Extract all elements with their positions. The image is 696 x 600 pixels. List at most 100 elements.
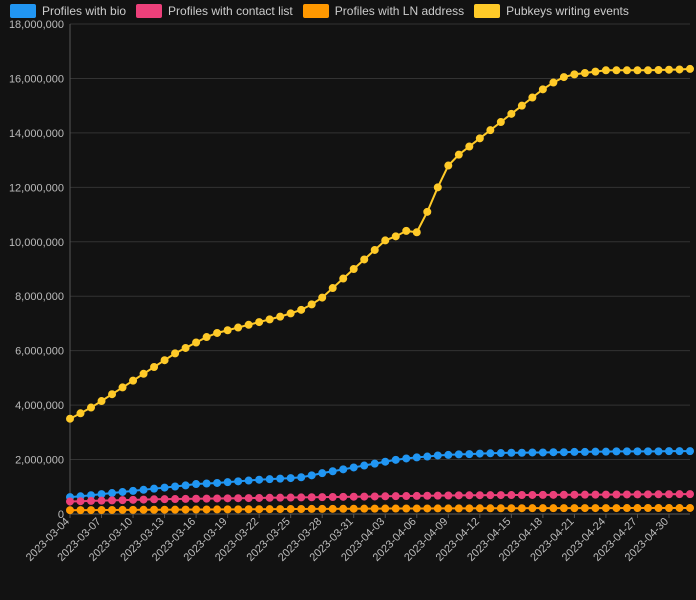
series-point[interactable] xyxy=(340,505,347,512)
series-point[interactable] xyxy=(224,495,231,502)
series-point[interactable] xyxy=(266,316,273,323)
series-point[interactable] xyxy=(161,357,168,364)
series-point[interactable] xyxy=(203,495,210,502)
series-point[interactable] xyxy=(571,448,578,455)
legend-item-profiles-with-ln-address[interactable]: Profiles with LN address xyxy=(303,4,464,18)
series-point[interactable] xyxy=(298,505,305,512)
series-point[interactable] xyxy=(634,491,641,498)
series-point[interactable] xyxy=(560,449,567,456)
series-point[interactable] xyxy=(571,505,578,512)
series-point[interactable] xyxy=(445,492,452,499)
series-point[interactable] xyxy=(329,285,336,292)
series-point[interactable] xyxy=(550,449,557,456)
series-point[interactable] xyxy=(119,384,126,391)
series-point[interactable] xyxy=(644,448,651,455)
series-point[interactable] xyxy=(676,66,683,73)
series-point[interactable] xyxy=(287,475,294,482)
series-point[interactable] xyxy=(256,494,263,501)
series-point[interactable] xyxy=(508,110,515,117)
series-point[interactable] xyxy=(371,246,378,253)
series-point[interactable] xyxy=(665,491,672,498)
series-point[interactable] xyxy=(676,504,683,511)
series-point[interactable] xyxy=(308,472,315,479)
series-point[interactable] xyxy=(466,492,473,499)
series-point[interactable] xyxy=(245,477,252,484)
series-point[interactable] xyxy=(161,496,168,503)
series-point[interactable] xyxy=(298,474,305,481)
series-point[interactable] xyxy=(224,506,231,513)
series-point[interactable] xyxy=(67,498,74,505)
series-point[interactable] xyxy=(665,505,672,512)
series-point[interactable] xyxy=(172,506,179,513)
series-point[interactable] xyxy=(277,506,284,513)
series-point[interactable] xyxy=(308,505,315,512)
series-point[interactable] xyxy=(550,505,557,512)
series-point[interactable] xyxy=(613,448,620,455)
series-point[interactable] xyxy=(172,350,179,357)
series-point[interactable] xyxy=(539,449,546,456)
series-point[interactable] xyxy=(518,449,525,456)
series-point[interactable] xyxy=(613,491,620,498)
series-point[interactable] xyxy=(88,507,95,514)
series-point[interactable] xyxy=(539,86,546,93)
series-point[interactable] xyxy=(235,324,242,331)
series-point[interactable] xyxy=(319,505,326,512)
series-point[interactable] xyxy=(382,237,389,244)
series-point[interactable] xyxy=(403,227,410,234)
series-point[interactable] xyxy=(592,448,599,455)
series-point[interactable] xyxy=(592,68,599,75)
series-point[interactable] xyxy=(487,492,494,499)
series-point[interactable] xyxy=(424,208,431,215)
series-point[interactable] xyxy=(329,493,336,500)
series-point[interactable] xyxy=(203,480,210,487)
series-point[interactable] xyxy=(109,490,116,497)
series-point[interactable] xyxy=(319,294,326,301)
series-point[interactable] xyxy=(287,310,294,317)
series-point[interactable] xyxy=(571,71,578,78)
series-point[interactable] xyxy=(161,506,168,513)
series-point[interactable] xyxy=(235,495,242,502)
series-point[interactable] xyxy=(613,67,620,74)
series-point[interactable] xyxy=(298,494,305,501)
series-point[interactable] xyxy=(382,493,389,500)
series-point[interactable] xyxy=(277,313,284,320)
series-point[interactable] xyxy=(434,492,441,499)
series-point[interactable] xyxy=(256,319,263,326)
series-point[interactable] xyxy=(529,505,536,512)
series-point[interactable] xyxy=(665,448,672,455)
series-point[interactable] xyxy=(634,448,641,455)
series-point[interactable] xyxy=(361,493,368,500)
series-point[interactable] xyxy=(130,496,137,503)
series-point[interactable] xyxy=(655,491,662,498)
series-point[interactable] xyxy=(88,497,95,504)
series-point[interactable] xyxy=(151,364,158,371)
series-point[interactable] xyxy=(623,67,630,74)
series-point[interactable] xyxy=(256,476,263,483)
series-point[interactable] xyxy=(455,492,462,499)
series-point[interactable] xyxy=(329,468,336,475)
series-point[interactable] xyxy=(361,505,368,512)
series-point[interactable] xyxy=(487,505,494,512)
series-point[interactable] xyxy=(550,79,557,86)
series-point[interactable] xyxy=(235,506,242,513)
series-point[interactable] xyxy=(665,66,672,73)
series-point[interactable] xyxy=(119,506,126,513)
series-point[interactable] xyxy=(235,478,242,485)
series-point[interactable] xyxy=(392,456,399,463)
series-point[interactable] xyxy=(140,486,147,493)
series-point[interactable] xyxy=(592,491,599,498)
series-point[interactable] xyxy=(476,450,483,457)
series-point[interactable] xyxy=(98,491,105,498)
series-point[interactable] xyxy=(455,505,462,512)
series-point[interactable] xyxy=(403,505,410,512)
series-point[interactable] xyxy=(403,455,410,462)
series-point[interactable] xyxy=(340,275,347,282)
series-point[interactable] xyxy=(119,497,126,504)
series-point[interactable] xyxy=(445,162,452,169)
series-point[interactable] xyxy=(644,491,651,498)
series-point[interactable] xyxy=(266,506,273,513)
series-point[interactable] xyxy=(508,492,515,499)
series-point[interactable] xyxy=(518,505,525,512)
series-point[interactable] xyxy=(350,464,357,471)
series-point[interactable] xyxy=(413,229,420,236)
